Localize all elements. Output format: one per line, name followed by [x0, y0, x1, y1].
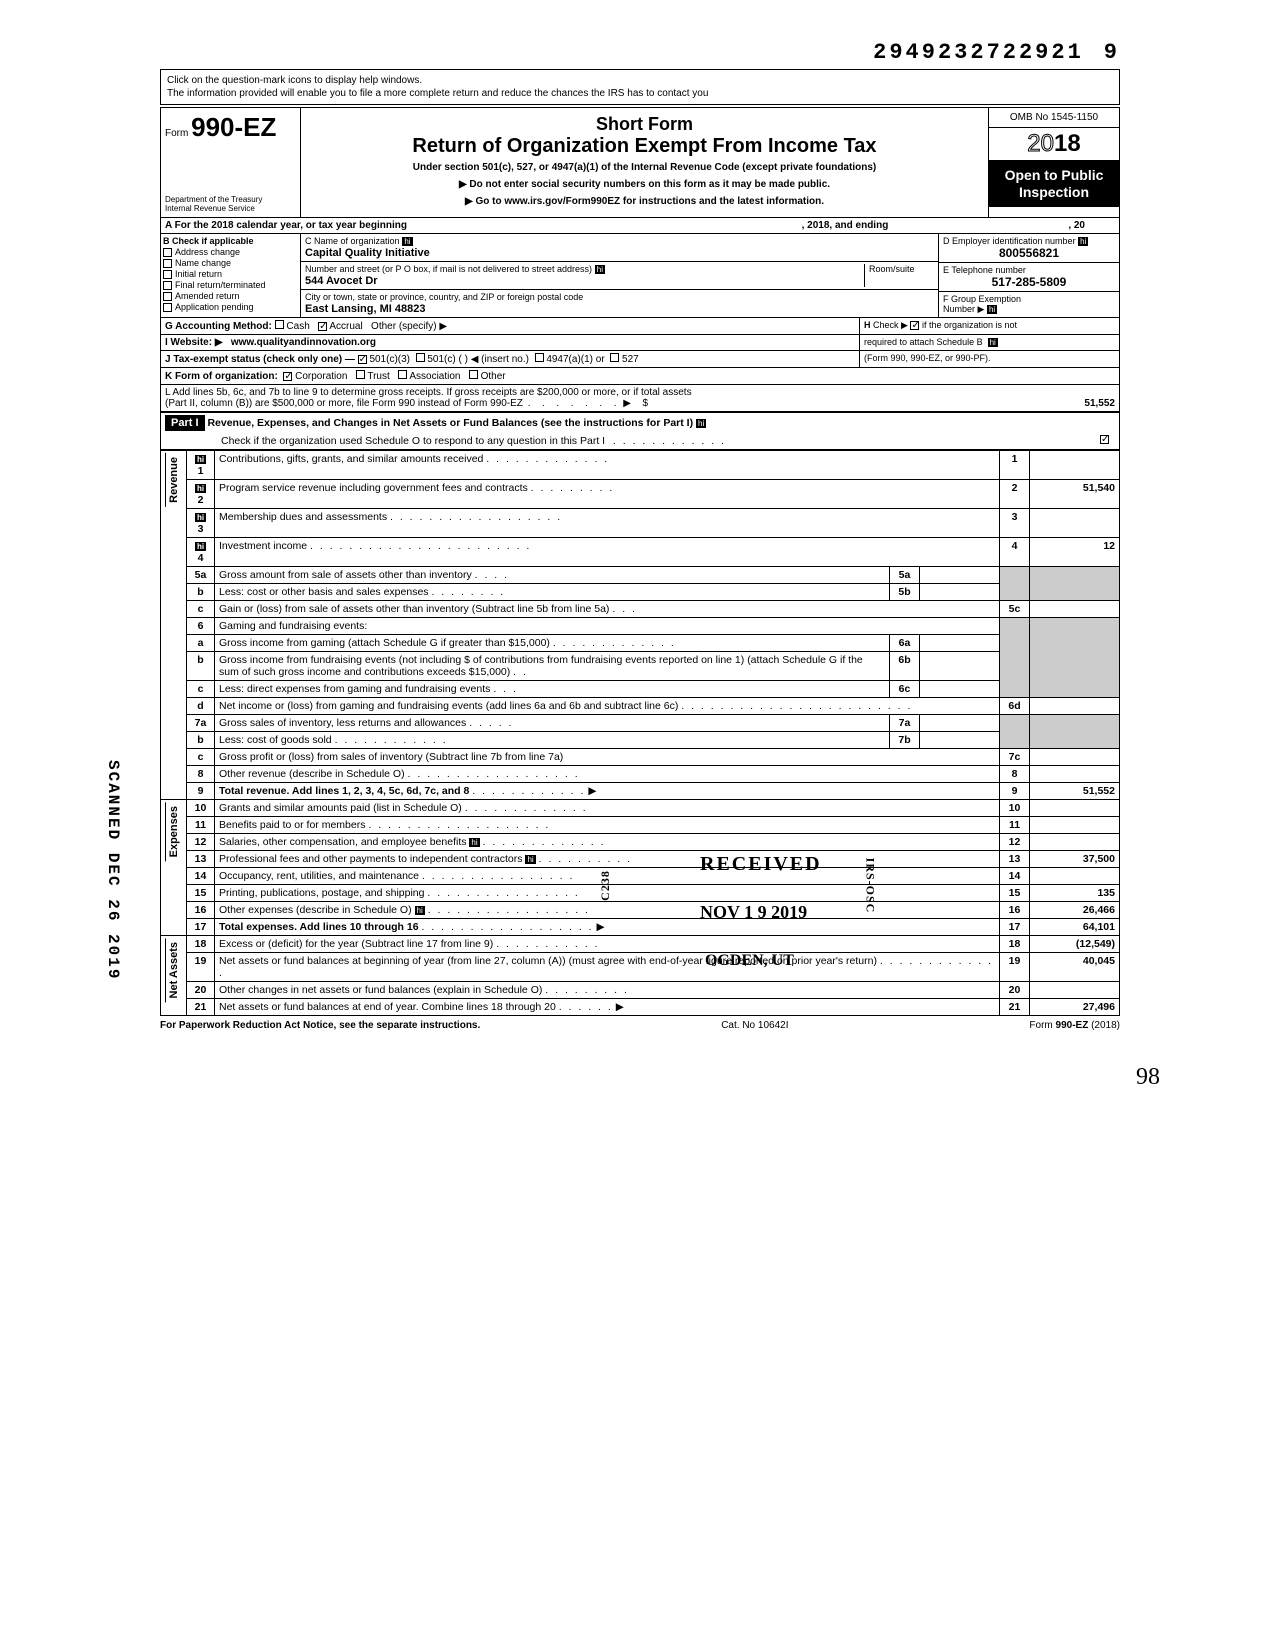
cb-other[interactable]	[469, 370, 478, 379]
row-j: J Tax-exempt status (check only one) — 5…	[160, 350, 1120, 367]
omb-number: OMB No 1545-1150	[989, 108, 1119, 128]
footer-right: Form 990-EZ (2018)	[1029, 1020, 1120, 1031]
part1-label: Part I	[165, 415, 205, 431]
ssn-warning: ▶ Do not enter social security numbers o…	[309, 179, 980, 190]
cb-501c[interactable]	[416, 353, 425, 362]
city-label: City or town, state or province, country…	[305, 292, 583, 302]
j-label: J Tax-exempt status (check only one) —	[165, 354, 355, 365]
h-text: H Check ▶ if the organization is not	[859, 318, 1119, 334]
under-section: Under section 501(c), 527, or 4947(a)(1)…	[309, 162, 980, 173]
short-form-title: Short Form	[309, 114, 980, 135]
b-label: B Check if applicable	[163, 236, 298, 246]
form-name: Form 990-EZ	[165, 112, 296, 143]
footer-left: For Paperwork Reduction Act Notice, see …	[160, 1020, 480, 1031]
cb-cash[interactable]	[275, 320, 284, 329]
section-bcdef: B Check if applicable Address change Nam…	[160, 233, 1120, 317]
row-i: I Website: ▶ www.qualityandinnovation.or…	[160, 334, 1120, 350]
phone: 517-285-5809	[943, 275, 1115, 289]
scanned-stamp: SCANNED DEC 26 2019	[104, 760, 122, 980]
help-icon[interactable]: hi	[402, 237, 412, 246]
org-name: Capital Quality Initiative	[305, 247, 430, 259]
part1-title: Revenue, Expenses, and Changes in Net As…	[207, 417, 693, 429]
goto-link: ▶ Go to www.irs.gov/Form990EZ for instru…	[309, 196, 980, 207]
ein: 800556821	[943, 246, 1115, 260]
handwritten-98: 98	[1136, 1064, 1160, 1091]
cb-corp[interactable]	[283, 372, 292, 381]
tax-year: 2018	[989, 128, 1119, 161]
revenue-label: Revenue	[165, 453, 182, 507]
part1-header: Part I Revenue, Expenses, and Changes in…	[160, 412, 1120, 450]
help-icon[interactable]: hi	[988, 338, 998, 347]
d-label: D Employer identification number	[943, 236, 1076, 246]
city: East Lansing, MI 48823	[305, 303, 425, 315]
netassets-label: Net Assets	[165, 938, 182, 1002]
cb-amended-return[interactable]: Amended return	[163, 291, 298, 301]
row-gh: G Accounting Method: Cash Accrual Other …	[160, 317, 1120, 334]
help-text: Click on the question-mark icons to disp…	[160, 69, 1120, 105]
footer-mid: Cat. No 10642I	[721, 1020, 788, 1031]
footer: For Paperwork Reduction Act Notice, see …	[160, 1020, 1120, 1031]
help-icon[interactable]: hi	[1078, 237, 1088, 246]
row-k: K Form of organization: Corporation Trus…	[160, 367, 1120, 385]
street-label: Number and street (or P O box, if mail i…	[305, 264, 592, 274]
f-label2: Number ▶	[943, 304, 984, 314]
cb-final-return[interactable]: Final return/terminated	[163, 280, 298, 290]
cb-accrual[interactable]	[318, 322, 327, 331]
cb-address-change[interactable]: Address change	[163, 247, 298, 257]
k-label: K Form of organization:	[165, 371, 278, 382]
street: 544 Avocet Dr	[305, 275, 378, 287]
cb-527[interactable]	[610, 353, 619, 362]
cb-4947[interactable]	[535, 353, 544, 362]
i-label: I Website: ▶	[165, 337, 223, 348]
cb-name-change[interactable]: Name change	[163, 258, 298, 268]
document-number: 29492327229219	[160, 40, 1120, 65]
room-label: Room/suite	[869, 264, 915, 274]
cb-trust[interactable]	[356, 370, 365, 379]
website: www.qualityandinnovation.org	[231, 337, 376, 348]
c-name-label: C Name of organization	[305, 236, 400, 246]
cb-schedule-b[interactable]	[910, 321, 919, 330]
open-to-public: Open to Public Inspection	[989, 161, 1119, 207]
part1-check-text: Check if the organization used Schedule …	[221, 435, 605, 447]
cb-schedule-o[interactable]	[1100, 435, 1109, 444]
row-l: L Add lines 5b, 6c, and 7b to line 9 to …	[160, 385, 1120, 412]
cb-assoc[interactable]	[398, 370, 407, 379]
help-icon[interactable]: hi	[595, 265, 605, 274]
cb-initial-return[interactable]: Initial return	[163, 269, 298, 279]
row-a: A For the 2018 calendar year, or tax yea…	[160, 217, 1120, 233]
l-value: 51,552	[1025, 398, 1115, 409]
dept: Department of the Treasury Internal Reve…	[165, 195, 296, 213]
main-title: Return of Organization Exempt From Incom…	[309, 135, 980, 158]
help-icon[interactable]: hi	[987, 305, 997, 314]
expenses-label: Expenses	[165, 802, 182, 861]
f-label: F Group Exemption	[943, 294, 1021, 304]
form-header: Form 990-EZ Department of the Treasury I…	[160, 107, 1120, 217]
cb-501c3[interactable]	[358, 355, 367, 364]
lines-table: Revenue hi 1 Contributions, gifts, grant…	[160, 450, 1120, 1016]
e-label: E Telephone number	[943, 265, 1026, 275]
cb-application-pending[interactable]: Application pending	[163, 302, 298, 312]
g-label: G Accounting Method:	[165, 321, 272, 332]
help-icon[interactable]: hi	[696, 419, 706, 428]
